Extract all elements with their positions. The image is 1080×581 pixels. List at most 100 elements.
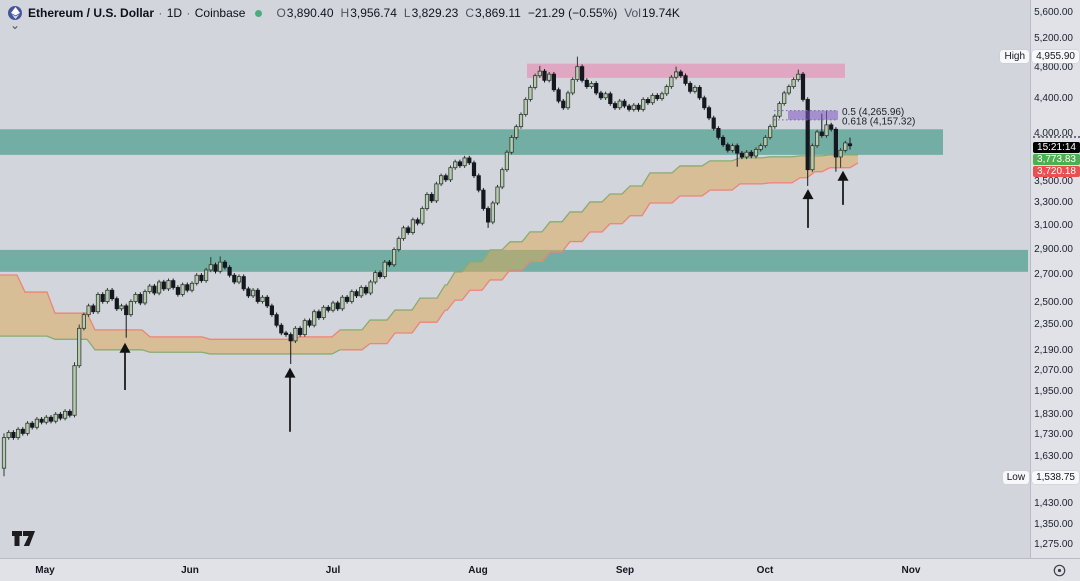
candle-body xyxy=(213,264,218,272)
candle-body xyxy=(171,280,176,288)
low-value: L3,829.23 xyxy=(403,6,459,20)
candle-body xyxy=(349,291,354,302)
candle-body xyxy=(678,71,683,77)
candle-body xyxy=(688,83,693,92)
candle-body xyxy=(683,75,688,84)
candle-body xyxy=(410,219,416,233)
candle-body xyxy=(735,145,740,154)
candle-body xyxy=(692,86,698,92)
candle-body xyxy=(401,227,406,239)
price-axis[interactable]: 5,600.00 5,200.00 4,800.00 4,400.00 4,000.00… xyxy=(1000,0,1080,558)
candlestick-series[interactable] xyxy=(1,56,853,477)
candle-body xyxy=(15,428,21,438)
candle-body xyxy=(227,266,232,276)
buy-signal-arrow[interactable] xyxy=(802,189,814,228)
fib-level-label: 0.618 (4,157.32) xyxy=(842,116,915,127)
time-tick-nov: Nov xyxy=(901,565,921,576)
ohlc-readout: O3,890.40 H3,956.74 L3,829.23 C3,869.11 … xyxy=(276,6,680,20)
candle-body xyxy=(575,66,580,80)
candle-body xyxy=(636,104,641,110)
candle-body xyxy=(11,431,16,438)
price-tick: 2,350.00 xyxy=(1034,319,1073,331)
candle-body xyxy=(476,175,481,191)
price-tick: 4,400.00 xyxy=(1034,93,1073,105)
timeframe-label[interactable]: 1D xyxy=(166,6,183,20)
time-tick-jun: Jun xyxy=(181,565,199,576)
candle-body xyxy=(175,287,180,295)
collapse-chevron-icon[interactable]: ⌄ xyxy=(10,18,21,32)
price-tick: 3,300.00 xyxy=(1034,197,1073,208)
candle-body xyxy=(335,302,340,310)
candle-body xyxy=(565,92,571,109)
candle-body xyxy=(471,162,477,177)
candle-body xyxy=(721,136,726,146)
candle-body xyxy=(1,437,7,469)
candlestick-chart[interactable]: 0.5 (4,265.96)0.618 (4,157.32) xyxy=(0,0,1030,558)
price-tick: 1,350.00 xyxy=(1034,518,1073,530)
candle-body xyxy=(279,324,284,334)
candle-body xyxy=(824,124,829,136)
candle-body xyxy=(443,175,448,181)
candle-body xyxy=(631,104,636,110)
candle-body xyxy=(706,107,712,119)
candle-body xyxy=(142,291,148,304)
candle-body xyxy=(495,186,500,204)
candle-body xyxy=(128,301,133,316)
chart-pane[interactable]: 0.5 (4,265.96) 0.618 (4,157.32) Ethereum … xyxy=(0,0,1030,558)
candle-body xyxy=(453,161,458,169)
candle-body xyxy=(396,238,401,250)
tradingview-watermark-logo[interactable] xyxy=(12,531,36,552)
candle-body xyxy=(434,183,439,202)
candle-body xyxy=(518,114,524,128)
buy-signal-arrow[interactable] xyxy=(837,170,849,205)
market-status-dot[interactable] xyxy=(255,9,263,17)
candle-body xyxy=(265,296,270,307)
cloud-lower-price-badge: 3,720.18 xyxy=(1033,165,1080,177)
candle-body xyxy=(500,169,505,188)
buy-signal-arrow[interactable] xyxy=(119,342,131,391)
price-tick: 2,070.00 xyxy=(1034,364,1073,376)
price-tick: 4,800.00 xyxy=(1034,62,1073,74)
candle-body xyxy=(514,126,519,138)
buy-signal-arrow[interactable] xyxy=(284,367,296,432)
candle-body xyxy=(448,167,453,181)
candle-body xyxy=(246,288,251,297)
candle-body xyxy=(457,161,463,167)
candle-body xyxy=(302,320,307,335)
candle-body xyxy=(316,311,322,319)
supply-zone-upper-teal[interactable] xyxy=(0,129,943,155)
candle-body xyxy=(805,99,810,171)
candle-body xyxy=(490,202,495,223)
fib-retracement-drawing[interactable]: 0.5 (4,265.96)0.618 (4,157.32) xyxy=(774,107,915,127)
candle-body xyxy=(34,418,40,428)
price-tick: 2,700.00 xyxy=(1034,269,1073,281)
candle-body xyxy=(185,284,190,291)
candle-body xyxy=(133,294,138,302)
candle-body xyxy=(800,73,806,100)
candle-body xyxy=(63,410,68,419)
time-tick-sep: Sep xyxy=(615,565,635,576)
resistance-zone-pink[interactable] xyxy=(527,63,845,78)
high-value: H3,956.74 xyxy=(340,6,397,20)
candle-body xyxy=(100,294,105,302)
candle-body xyxy=(467,157,472,164)
candle-body xyxy=(744,151,749,158)
candle-body xyxy=(307,320,312,326)
candle-body xyxy=(321,306,326,319)
candle-body xyxy=(438,175,444,185)
candle-body xyxy=(838,149,843,158)
candle-body xyxy=(777,103,782,117)
candle-body xyxy=(119,305,124,310)
time-axis[interactable]: May Jun Jul Aug Sep Oct Nov xyxy=(0,558,1080,581)
candle-body xyxy=(523,99,528,115)
candle-body xyxy=(255,289,260,302)
candle-body xyxy=(269,305,275,316)
timezone-settings-button[interactable] xyxy=(1052,563,1067,578)
price-tick: 5,600.00 xyxy=(1034,6,1073,18)
candle-body xyxy=(645,99,651,104)
price-tick: 5,200.00 xyxy=(1034,33,1073,45)
symbol-title-button[interactable]: Ethereum / U.S. Dollar · 1D · Coinbase xyxy=(28,6,245,20)
price-tick: 3,500.00 xyxy=(1034,175,1073,187)
candle-body xyxy=(655,94,660,100)
candle-body xyxy=(250,289,256,297)
